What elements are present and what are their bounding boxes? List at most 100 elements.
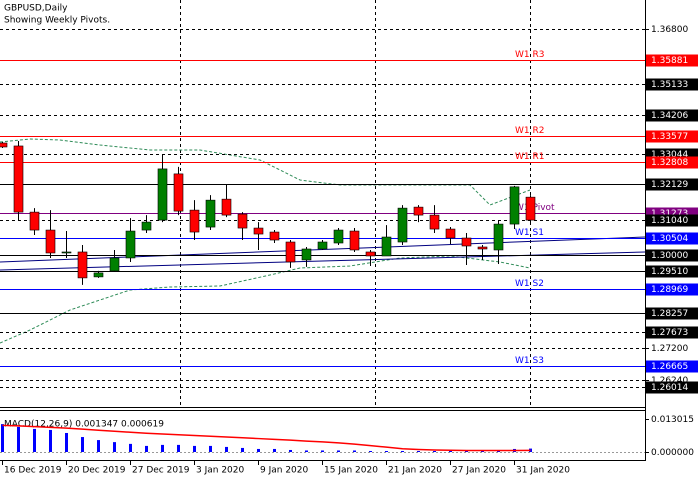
candle-body bbox=[77, 251, 88, 279]
signal-line bbox=[2, 424, 531, 452]
macd-bar bbox=[273, 448, 276, 453]
macd-bar bbox=[497, 450, 500, 453]
candle-body bbox=[333, 229, 344, 244]
level-label-box bbox=[646, 54, 698, 67]
x-tick-label: 3 Jan 2020 bbox=[196, 466, 244, 476]
x-tick-label: 21 Jan 2020 bbox=[388, 466, 442, 476]
candle-body bbox=[157, 168, 168, 221]
macd-bar bbox=[305, 450, 308, 453]
macd-bar bbox=[529, 448, 532, 453]
level-label-box bbox=[646, 307, 698, 320]
candle-body bbox=[205, 199, 216, 228]
macd-bar bbox=[289, 449, 292, 453]
y-tick-label: 0.000000 bbox=[651, 448, 694, 458]
level-label: 1.35133 bbox=[651, 80, 688, 90]
candle-body bbox=[493, 223, 504, 251]
candle-body bbox=[109, 257, 120, 272]
x-tick-label: 31 Jan 2020 bbox=[516, 466, 570, 476]
macd-bar bbox=[145, 445, 148, 453]
candle-body bbox=[461, 237, 472, 247]
macd-bar bbox=[225, 446, 228, 453]
level-label-box bbox=[646, 178, 698, 191]
candle-body bbox=[93, 272, 104, 278]
level-label-box bbox=[646, 109, 698, 122]
macd-bar bbox=[321, 450, 324, 453]
level-label-box bbox=[646, 360, 698, 373]
x-tick-label: 27 Dec 2019 bbox=[132, 466, 190, 476]
level-label: 1.28257 bbox=[651, 309, 688, 319]
level-name: W1 R2 bbox=[515, 126, 544, 136]
x-tick-label: 9 Jan 2020 bbox=[260, 466, 308, 476]
x-tick-label: 27 Jan 2020 bbox=[452, 466, 506, 476]
level-label: 1.32129 bbox=[651, 180, 688, 190]
candle-body bbox=[301, 248, 312, 261]
macd-bar bbox=[241, 447, 244, 453]
level-label: 1.31040 bbox=[651, 216, 688, 226]
candle-body bbox=[253, 227, 264, 235]
candle-body bbox=[349, 230, 360, 251]
macd-bar bbox=[337, 450, 340, 453]
candle-body bbox=[29, 211, 40, 231]
level-label: 1.30000 bbox=[651, 251, 688, 261]
macd-bar bbox=[161, 444, 164, 453]
level-name: W1 S3 bbox=[515, 356, 544, 366]
candle-body bbox=[413, 206, 424, 216]
candle-body bbox=[189, 209, 200, 233]
candle-body bbox=[381, 236, 392, 257]
macd-bar bbox=[369, 450, 372, 453]
candle-body bbox=[429, 214, 440, 230]
macd-bar bbox=[385, 450, 388, 453]
candle-body bbox=[173, 173, 184, 212]
level-label: 1.33577 bbox=[651, 132, 688, 142]
candle-body bbox=[525, 196, 536, 221]
candle-body bbox=[397, 207, 408, 243]
level-label: 1.30504 bbox=[651, 234, 688, 244]
y-tick-label: 1.26240 bbox=[651, 376, 688, 386]
level-label-box bbox=[646, 381, 698, 394]
level-label-box bbox=[646, 232, 698, 245]
level-label: 1.31273 bbox=[651, 209, 688, 219]
candle-body bbox=[365, 251, 376, 257]
level-label: 1.26014 bbox=[651, 383, 688, 393]
macd-bar bbox=[449, 450, 452, 453]
macd-bar bbox=[417, 450, 420, 453]
candle-body bbox=[61, 251, 72, 254]
level-label: 1.33044 bbox=[651, 150, 688, 160]
level-label: 1.28969 bbox=[651, 285, 688, 295]
x-tick-label: 20 Dec 2019 bbox=[68, 466, 126, 476]
macd-bar bbox=[1, 424, 4, 453]
level-label-box bbox=[646, 249, 698, 262]
level-label: 1.35881 bbox=[651, 56, 688, 66]
candle-body bbox=[125, 230, 136, 259]
macd-bar bbox=[97, 440, 100, 453]
level-label: 1.29510 bbox=[651, 267, 688, 277]
y-tick-label: 1.36800 bbox=[651, 25, 688, 35]
y-tick-label: 0.013015 bbox=[651, 415, 694, 425]
level-label: 1.26665 bbox=[651, 362, 688, 372]
candle-body bbox=[237, 213, 248, 229]
macd-bar bbox=[193, 445, 196, 453]
level-name: W1 S2 bbox=[515, 279, 544, 289]
candle-body bbox=[269, 231, 280, 241]
level-label: 1.34206 bbox=[651, 111, 688, 121]
vertical-grid bbox=[180, 0, 531, 407]
macd-bar bbox=[49, 429, 52, 453]
level-label-box bbox=[646, 130, 698, 143]
level-name: W1 S1 bbox=[515, 228, 544, 238]
macd-bar bbox=[481, 450, 484, 453]
candle-body bbox=[221, 198, 232, 216]
candle-body bbox=[0, 142, 8, 148]
candle-body bbox=[509, 186, 520, 225]
chart-subtitle: Showing Weekly Pivots. bbox=[4, 16, 110, 26]
level-label-box bbox=[646, 214, 698, 227]
level-name: W1 R3 bbox=[515, 50, 544, 60]
level-label-box bbox=[646, 283, 698, 296]
envelope-lower bbox=[0, 255, 531, 344]
level-label-box bbox=[646, 265, 698, 278]
candle-body bbox=[141, 221, 152, 231]
macd-bar bbox=[433, 450, 436, 453]
y-tick-label: 1.27200 bbox=[651, 344, 688, 354]
macd-bar bbox=[257, 448, 260, 453]
level-label-box bbox=[646, 78, 698, 91]
macd-bar bbox=[65, 432, 68, 453]
